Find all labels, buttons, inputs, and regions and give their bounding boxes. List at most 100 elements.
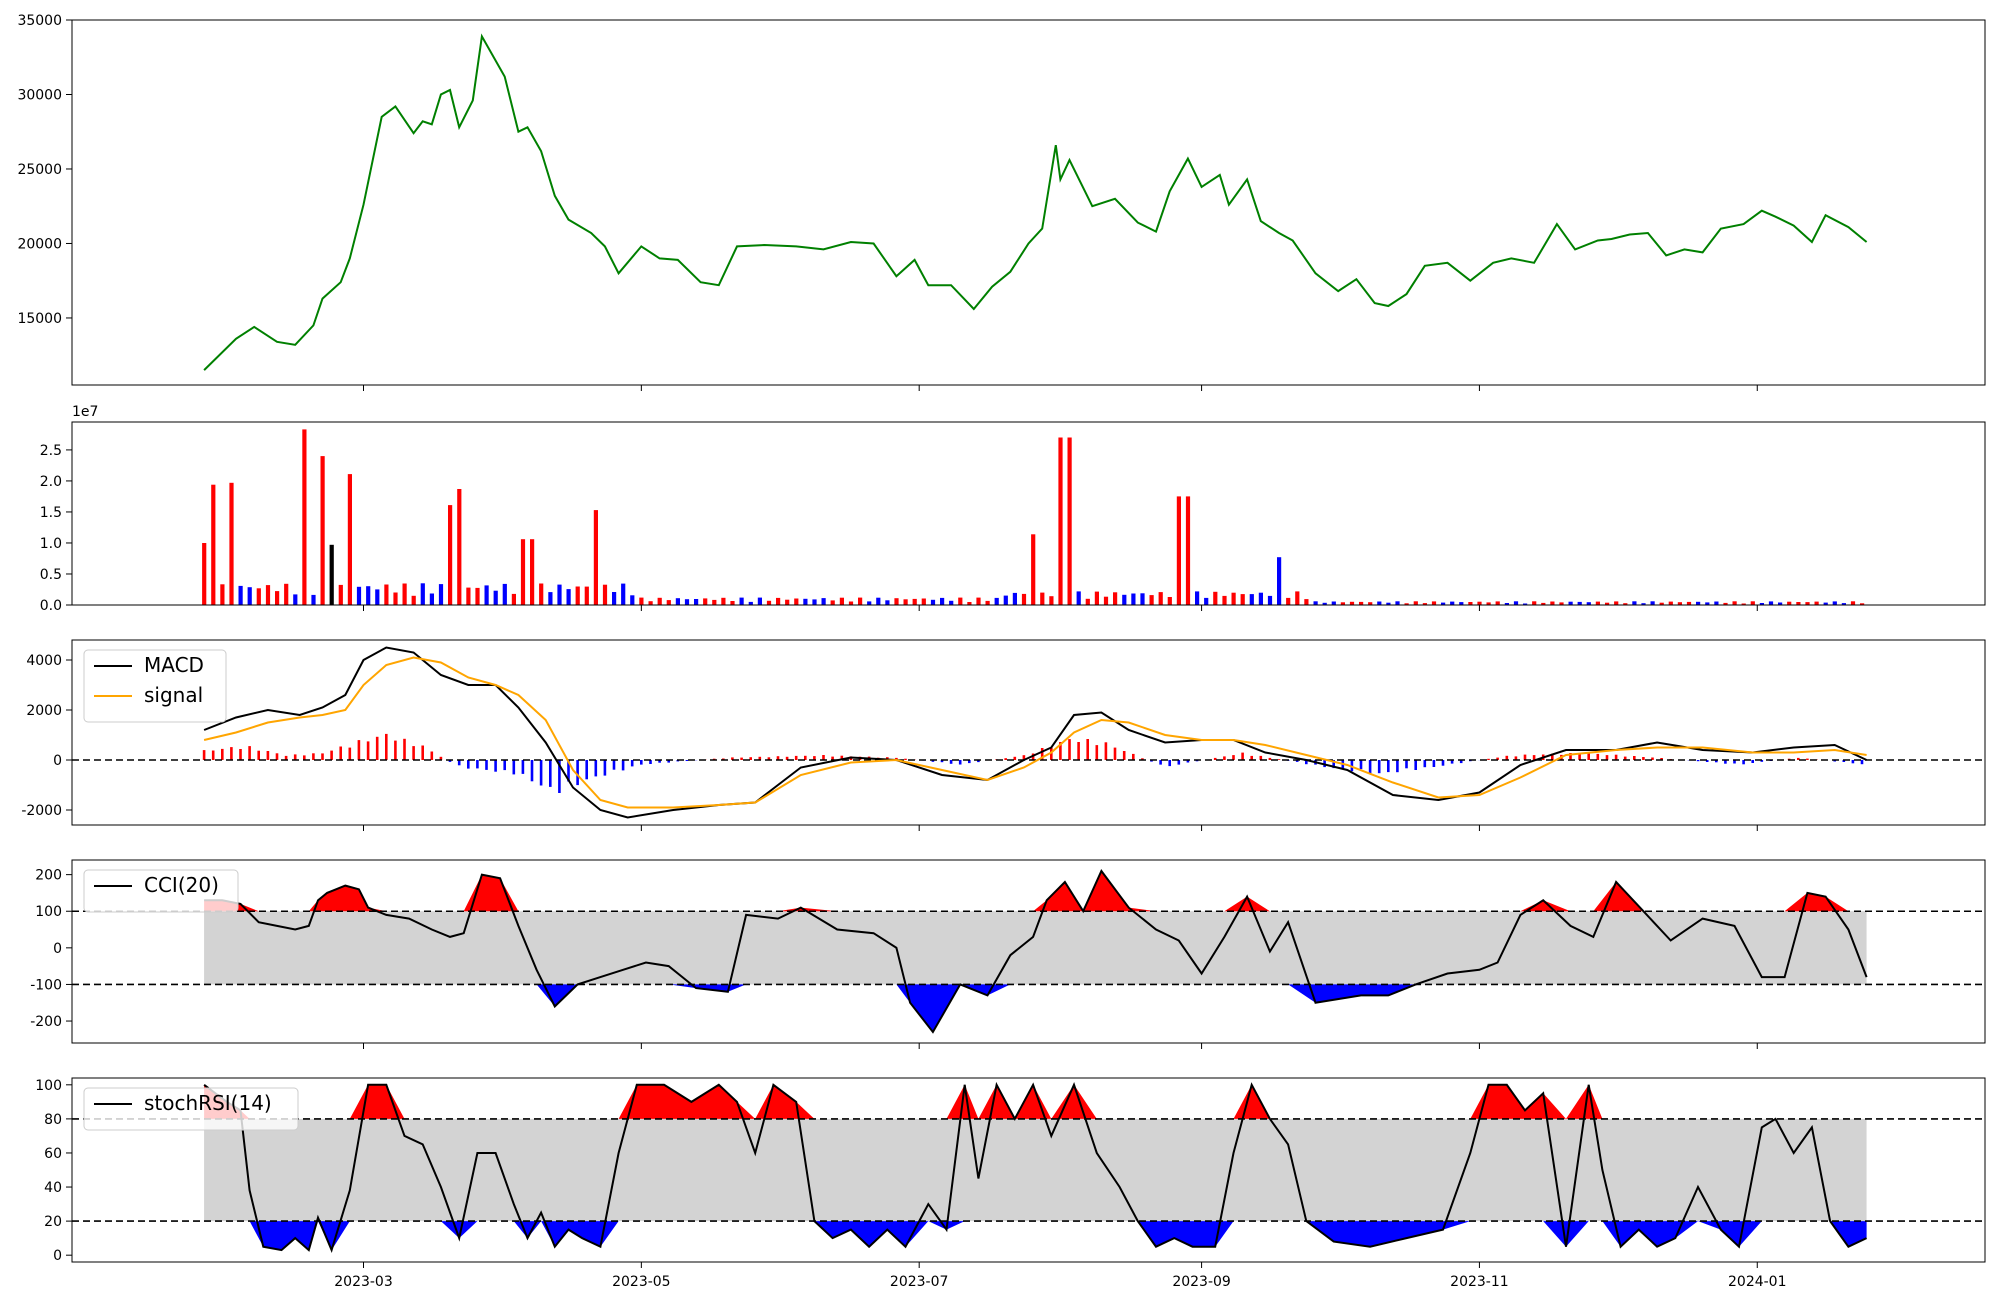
legend-entry: MACD	[144, 653, 204, 677]
volume-bar	[457, 489, 461, 605]
volume-bar	[1232, 593, 1236, 605]
macd-histogram-bar	[248, 746, 251, 760]
volume-bar	[986, 601, 990, 605]
volume-bar	[1614, 601, 1618, 605]
x-tick-label: 2023-11	[1450, 1274, 1509, 1290]
volume-bar	[311, 595, 315, 605]
volume-bar	[1040, 593, 1044, 605]
macd-histogram-bar	[431, 752, 434, 761]
volume-bar	[485, 585, 489, 605]
volume-bar	[475, 588, 479, 605]
volume-bar	[1277, 557, 1281, 605]
macd-histogram-bar	[312, 753, 315, 760]
macd-histogram-bar	[476, 760, 479, 768]
volume-bar	[849, 602, 853, 606]
volume-bar	[1332, 602, 1336, 606]
volume-bar	[1086, 599, 1090, 605]
volume-bar	[284, 584, 288, 605]
macd-histogram-bar	[367, 741, 370, 760]
volume-bar	[466, 588, 470, 605]
volume-bar	[421, 583, 425, 605]
macd-histogram-bar	[403, 739, 406, 760]
macd-histogram-bar	[1751, 760, 1754, 763]
volume-bar	[940, 598, 944, 605]
volume-bar	[740, 598, 744, 605]
macd-histogram-bar	[613, 760, 616, 770]
volume-bar	[767, 601, 771, 605]
volume-bar	[357, 587, 361, 605]
volume-bar	[512, 594, 516, 605]
volume-bar	[922, 599, 926, 606]
volume-bar	[840, 598, 844, 605]
volume-bar	[603, 585, 607, 605]
volume-bar	[794, 599, 798, 606]
volume-bar	[229, 483, 233, 605]
y-tick-label: 35000	[17, 13, 62, 29]
y-tick-label: 2.0	[40, 474, 62, 490]
volume-bar	[1022, 594, 1026, 605]
volume-bar	[1295, 591, 1299, 605]
volume-bar	[1532, 601, 1536, 605]
volume-bar	[557, 585, 561, 605]
volume-bar	[803, 599, 807, 605]
volume-bar	[667, 600, 671, 605]
volume-bar	[1241, 594, 1245, 605]
volume-bar	[1395, 601, 1399, 605]
volume-bar	[1159, 592, 1163, 605]
volume-bar	[1104, 597, 1108, 605]
volume-bar	[1013, 593, 1017, 605]
y-tick-label: 2000	[26, 703, 62, 719]
neutral-band	[204, 1119, 1866, 1221]
volume-bar	[1651, 601, 1655, 605]
volume-bar	[694, 599, 698, 605]
volume-scale-label: 1e7	[72, 404, 98, 420]
volume-bar	[1204, 598, 1208, 605]
macd-histogram-bar	[1524, 755, 1527, 760]
y-tick-label: 100	[35, 1078, 62, 1094]
macd-histogram-bar	[385, 734, 388, 760]
macd-histogram-bar	[1378, 760, 1381, 773]
volume-bar	[1140, 593, 1144, 605]
volume-bar	[366, 586, 370, 605]
volume-bar	[1213, 592, 1217, 605]
macd-histogram-bar	[212, 751, 215, 761]
volume-bar	[894, 598, 898, 605]
volume-bar	[649, 601, 653, 605]
macd-histogram-bar	[1077, 742, 1080, 760]
volume-bar	[248, 587, 252, 605]
volume-bar	[530, 539, 534, 605]
macd-histogram-bar	[1132, 754, 1135, 760]
y-tick-label: 60	[44, 1146, 62, 1162]
volume-bar	[639, 598, 643, 605]
volume-bar	[885, 600, 889, 605]
volume-bar	[876, 598, 880, 605]
macd-histogram-bar	[1360, 760, 1363, 769]
macd-histogram-bar	[513, 760, 516, 774]
volume-bar	[266, 585, 270, 605]
volume-bar	[503, 584, 507, 605]
y-tick-label: 0.5	[40, 567, 62, 583]
y-tick-label: 0	[53, 941, 62, 957]
volume-bar	[904, 599, 908, 605]
volume-bar	[913, 599, 917, 605]
macd-histogram-bar	[276, 753, 279, 760]
volume-bar	[275, 591, 279, 605]
macd-histogram-bar	[904, 759, 907, 760]
macd-histogram-bar	[549, 760, 552, 787]
volume-bar	[448, 505, 452, 605]
y-tick-label: 4000	[26, 653, 62, 669]
volume-bar	[1714, 602, 1718, 606]
macd-histogram-bar	[1861, 760, 1864, 764]
volume-bar	[785, 600, 789, 605]
volume-bar	[1514, 601, 1518, 605]
neutral-band	[204, 911, 1866, 984]
y-tick-label: -2000	[21, 803, 62, 819]
volume-bar	[1596, 602, 1600, 605]
legend: stochRSI(14)	[84, 1088, 298, 1130]
volume-bar	[1077, 591, 1081, 605]
macd-histogram-bar	[1433, 760, 1436, 767]
macd-histogram-bar	[1442, 760, 1445, 766]
volume-bar	[949, 601, 953, 605]
